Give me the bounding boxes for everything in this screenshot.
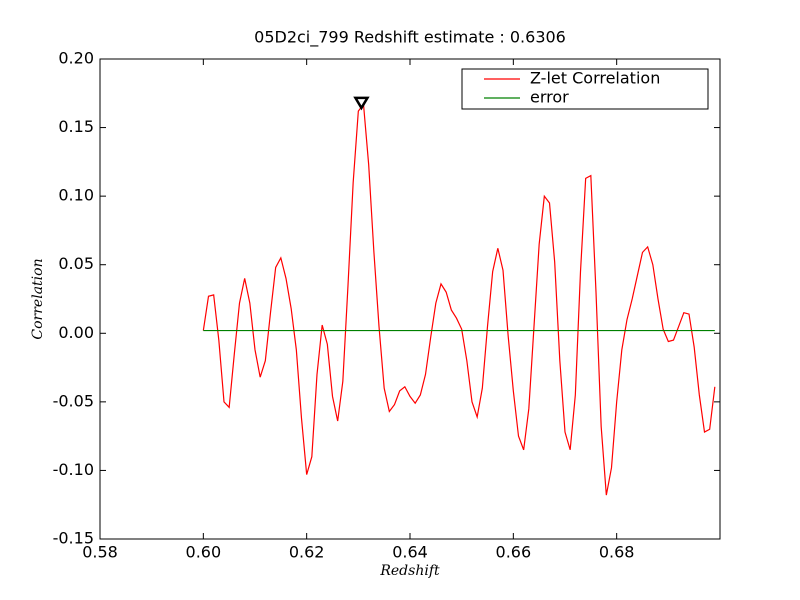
legend-label: Z-let Correlation — [530, 69, 660, 88]
chart-title: 05D2ci_799 Redshift estimate : 0.6306 — [254, 28, 566, 48]
y-tick-label: 0.10 — [58, 186, 94, 205]
legend-label: error — [530, 88, 569, 107]
y-tick-label: 0.05 — [58, 254, 94, 273]
y-axis-label: Correlation — [30, 258, 46, 339]
peak-marker — [353, 96, 370, 111]
y-tick-label: 0.20 — [58, 49, 94, 68]
plot-frame — [99, 58, 721, 540]
y-tick-label: -0.15 — [53, 529, 94, 548]
x-tick-label: 0.68 — [599, 543, 635, 562]
y-tick-label: 0.15 — [58, 117, 94, 136]
x-tick-label: 0.64 — [392, 543, 428, 562]
x-tick-label: 0.66 — [496, 543, 532, 562]
y-tick-label: -0.10 — [53, 460, 94, 479]
y-tick-label: 0.00 — [58, 323, 94, 342]
x-axis-label: Redshift — [379, 563, 440, 579]
x-tick-label: 0.58 — [82, 543, 118, 562]
line-series — [202, 102, 716, 496]
x-tick-label: 0.62 — [289, 543, 325, 562]
legend-box — [461, 68, 709, 110]
y-tick-label: -0.05 — [53, 391, 94, 410]
x-tick-label: 0.60 — [186, 543, 222, 562]
